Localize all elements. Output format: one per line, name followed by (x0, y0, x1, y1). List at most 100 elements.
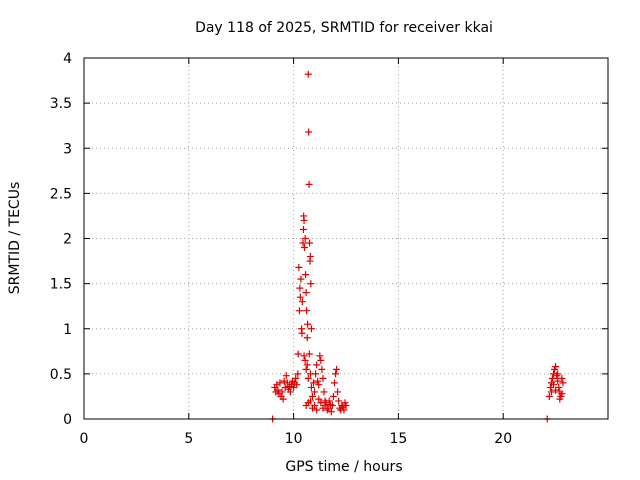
data-point (279, 395, 287, 403)
data-point (294, 350, 302, 358)
data-point (295, 263, 303, 271)
data-point (274, 386, 282, 394)
data-point (312, 370, 320, 378)
data-point (278, 388, 286, 396)
data-point (302, 289, 310, 297)
x-tick-labels: 0 5 10 15 20 (80, 431, 513, 447)
data-point (300, 216, 308, 224)
data-point (335, 397, 343, 405)
chart-title: Day 118 of 2025, SRMTID for receiver kka… (195, 20, 493, 36)
plot-frame (83, 57, 609, 420)
data-point (307, 383, 315, 391)
grid (84, 58, 608, 419)
y-tick-label: 1.5 (50, 277, 72, 293)
data-point (329, 392, 337, 400)
data-point (311, 401, 319, 409)
y-tick-labels: 0 0.5 1 1.5 2 2.5 3 3.5 4 (50, 51, 72, 428)
data-point (552, 386, 560, 394)
data-point (315, 395, 323, 403)
data-point (300, 244, 308, 252)
y-tick-label: 3.5 (50, 96, 72, 112)
data-point (282, 372, 290, 380)
data-point (296, 284, 304, 292)
data-point (317, 356, 325, 364)
data-point (332, 370, 340, 378)
data-point (319, 374, 327, 382)
y-tick-label: 0.5 (50, 367, 72, 383)
y-tick-label: 0 (63, 412, 72, 428)
data-point (298, 329, 306, 337)
y-tick-label: 3 (63, 141, 72, 157)
data-point (306, 253, 314, 261)
data-point (276, 379, 284, 387)
data-point (318, 365, 326, 373)
x-tick-label: 0 (80, 431, 89, 447)
data-point (320, 388, 328, 396)
data-point (304, 320, 312, 328)
data-point (554, 370, 562, 378)
data-point (305, 180, 313, 188)
data-point (324, 404, 332, 412)
data-point (313, 361, 321, 369)
data-point (305, 350, 313, 358)
data-point (315, 381, 323, 389)
y-tick-label: 2 (63, 232, 72, 248)
x-tick-label: 20 (494, 431, 512, 447)
data-point (313, 406, 321, 414)
data-point (545, 392, 553, 400)
data-point (295, 307, 303, 315)
data-point (334, 388, 342, 396)
data-point (558, 374, 566, 382)
data-point (554, 377, 562, 385)
data-point (302, 365, 310, 373)
data-point (286, 388, 294, 396)
data-point (298, 298, 306, 306)
data-point (556, 395, 564, 403)
y-axis-label: SRMTID / TECUs (7, 182, 23, 295)
data-point (327, 408, 335, 416)
x-axis-label: GPS time / hours (285, 459, 402, 475)
data-point (547, 388, 555, 396)
data-point (322, 399, 330, 407)
x-tick-label: 10 (285, 431, 303, 447)
data-point (300, 352, 308, 360)
data-point (304, 70, 312, 78)
data-point (294, 370, 302, 378)
data-point (550, 381, 558, 389)
data-point (297, 275, 305, 283)
data-point (293, 381, 301, 389)
y-tick-label: 1 (63, 322, 72, 338)
data-point (296, 293, 304, 301)
data-point (325, 397, 333, 405)
x-tick-label: 15 (389, 431, 407, 447)
data-point (306, 397, 314, 405)
data-point (301, 356, 309, 364)
data-point (292, 374, 300, 382)
data-point (558, 390, 566, 398)
data-point (311, 388, 319, 396)
data-point (552, 363, 560, 371)
data-point (302, 271, 310, 279)
data-point (310, 379, 318, 387)
ticks (83, 57, 608, 420)
data-point (307, 325, 315, 333)
data-point (299, 225, 307, 233)
data-point (333, 365, 341, 373)
data-point (339, 403, 347, 411)
data-point (330, 379, 338, 387)
data-point (304, 374, 312, 382)
data-point (314, 377, 322, 385)
data-points (269, 70, 567, 423)
data-point (303, 307, 311, 315)
y-tick-label: 4 (63, 51, 72, 67)
data-point (548, 374, 556, 382)
data-point (326, 401, 334, 409)
y-tick-label: 2.5 (50, 186, 72, 202)
data-point (301, 235, 309, 242)
data-point (306, 239, 314, 247)
data-point (559, 379, 567, 387)
data-point (316, 352, 324, 360)
data-point (305, 128, 313, 136)
data-point (308, 392, 316, 400)
